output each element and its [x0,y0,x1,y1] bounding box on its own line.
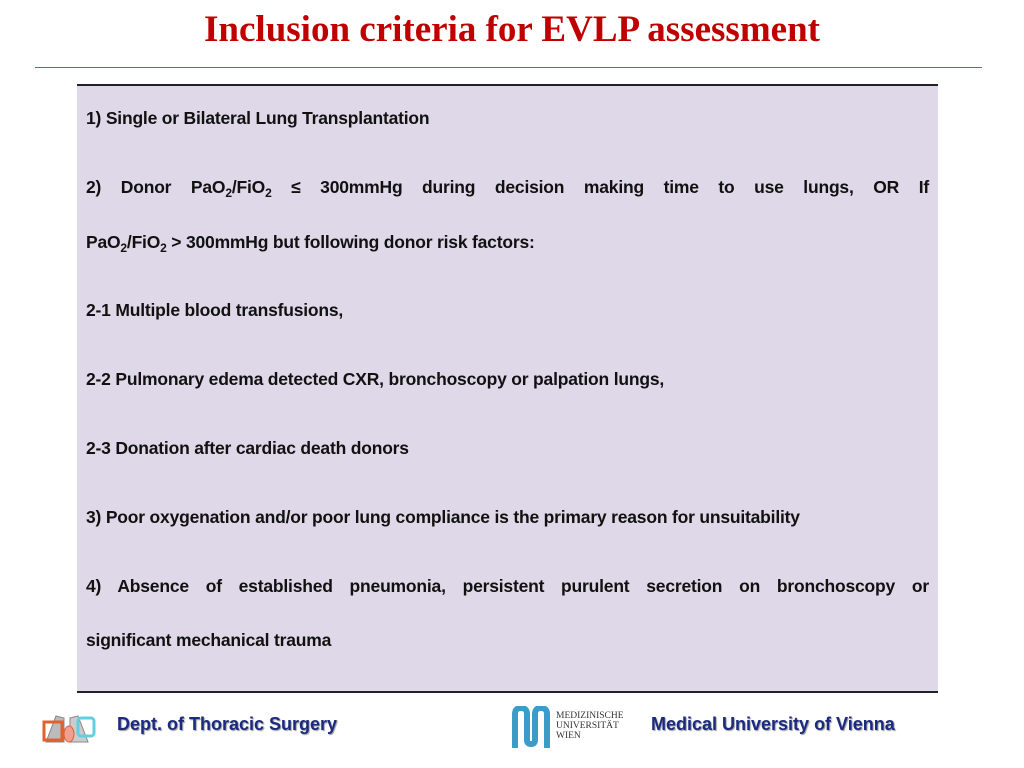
meduni-vienna-logo-icon [512,706,550,748]
criterion-3: 3) Poor oxygenation and/or poor lung com… [86,507,800,527]
criterion-2-2: 2-2 Pulmonary edema detected CXR, bronch… [86,369,665,389]
criterion-2-line2: PaO2/FiO2 > 300mmHg but following donor … [86,232,535,255]
logo-text-line: UNIVERSITÄT [556,721,619,731]
criterion-2-1: 2-1 Multiple blood transfusions, [86,300,344,320]
meduni-wordmark: MEDIZINISCHE UNIVERSITÄT WIEN [556,711,624,741]
title-divider [35,67,982,68]
criterion-4-line2: significant mechanical trauma [86,630,332,650]
criterion-1: 1) Single or Bilateral Lung Transplantat… [86,108,430,128]
university-name: Medical University of Vienna [651,714,895,734]
criterion-4-line1: 4) Absence of established pneumonia, per… [86,576,929,596]
criterion-2-3: 2-3 Donation after cardiac death donors [86,438,409,458]
criterion-2-line1: 2) Donor PaO2/FiO2 ≤ 300mmHg during deci… [86,177,930,200]
logo-text-line: WIEN [556,731,581,741]
dept-name: Dept. of Thoracic Surgery [117,714,338,734]
criteria-box: 1) Single or Bilateral Lung Transplantat… [77,84,938,693]
slide-title: Inclusion criteria for EVLP assessment [204,9,820,50]
thoracic-surgery-logo-icon [42,715,96,743]
logo-text-line: MEDIZINISCHE [556,711,624,721]
